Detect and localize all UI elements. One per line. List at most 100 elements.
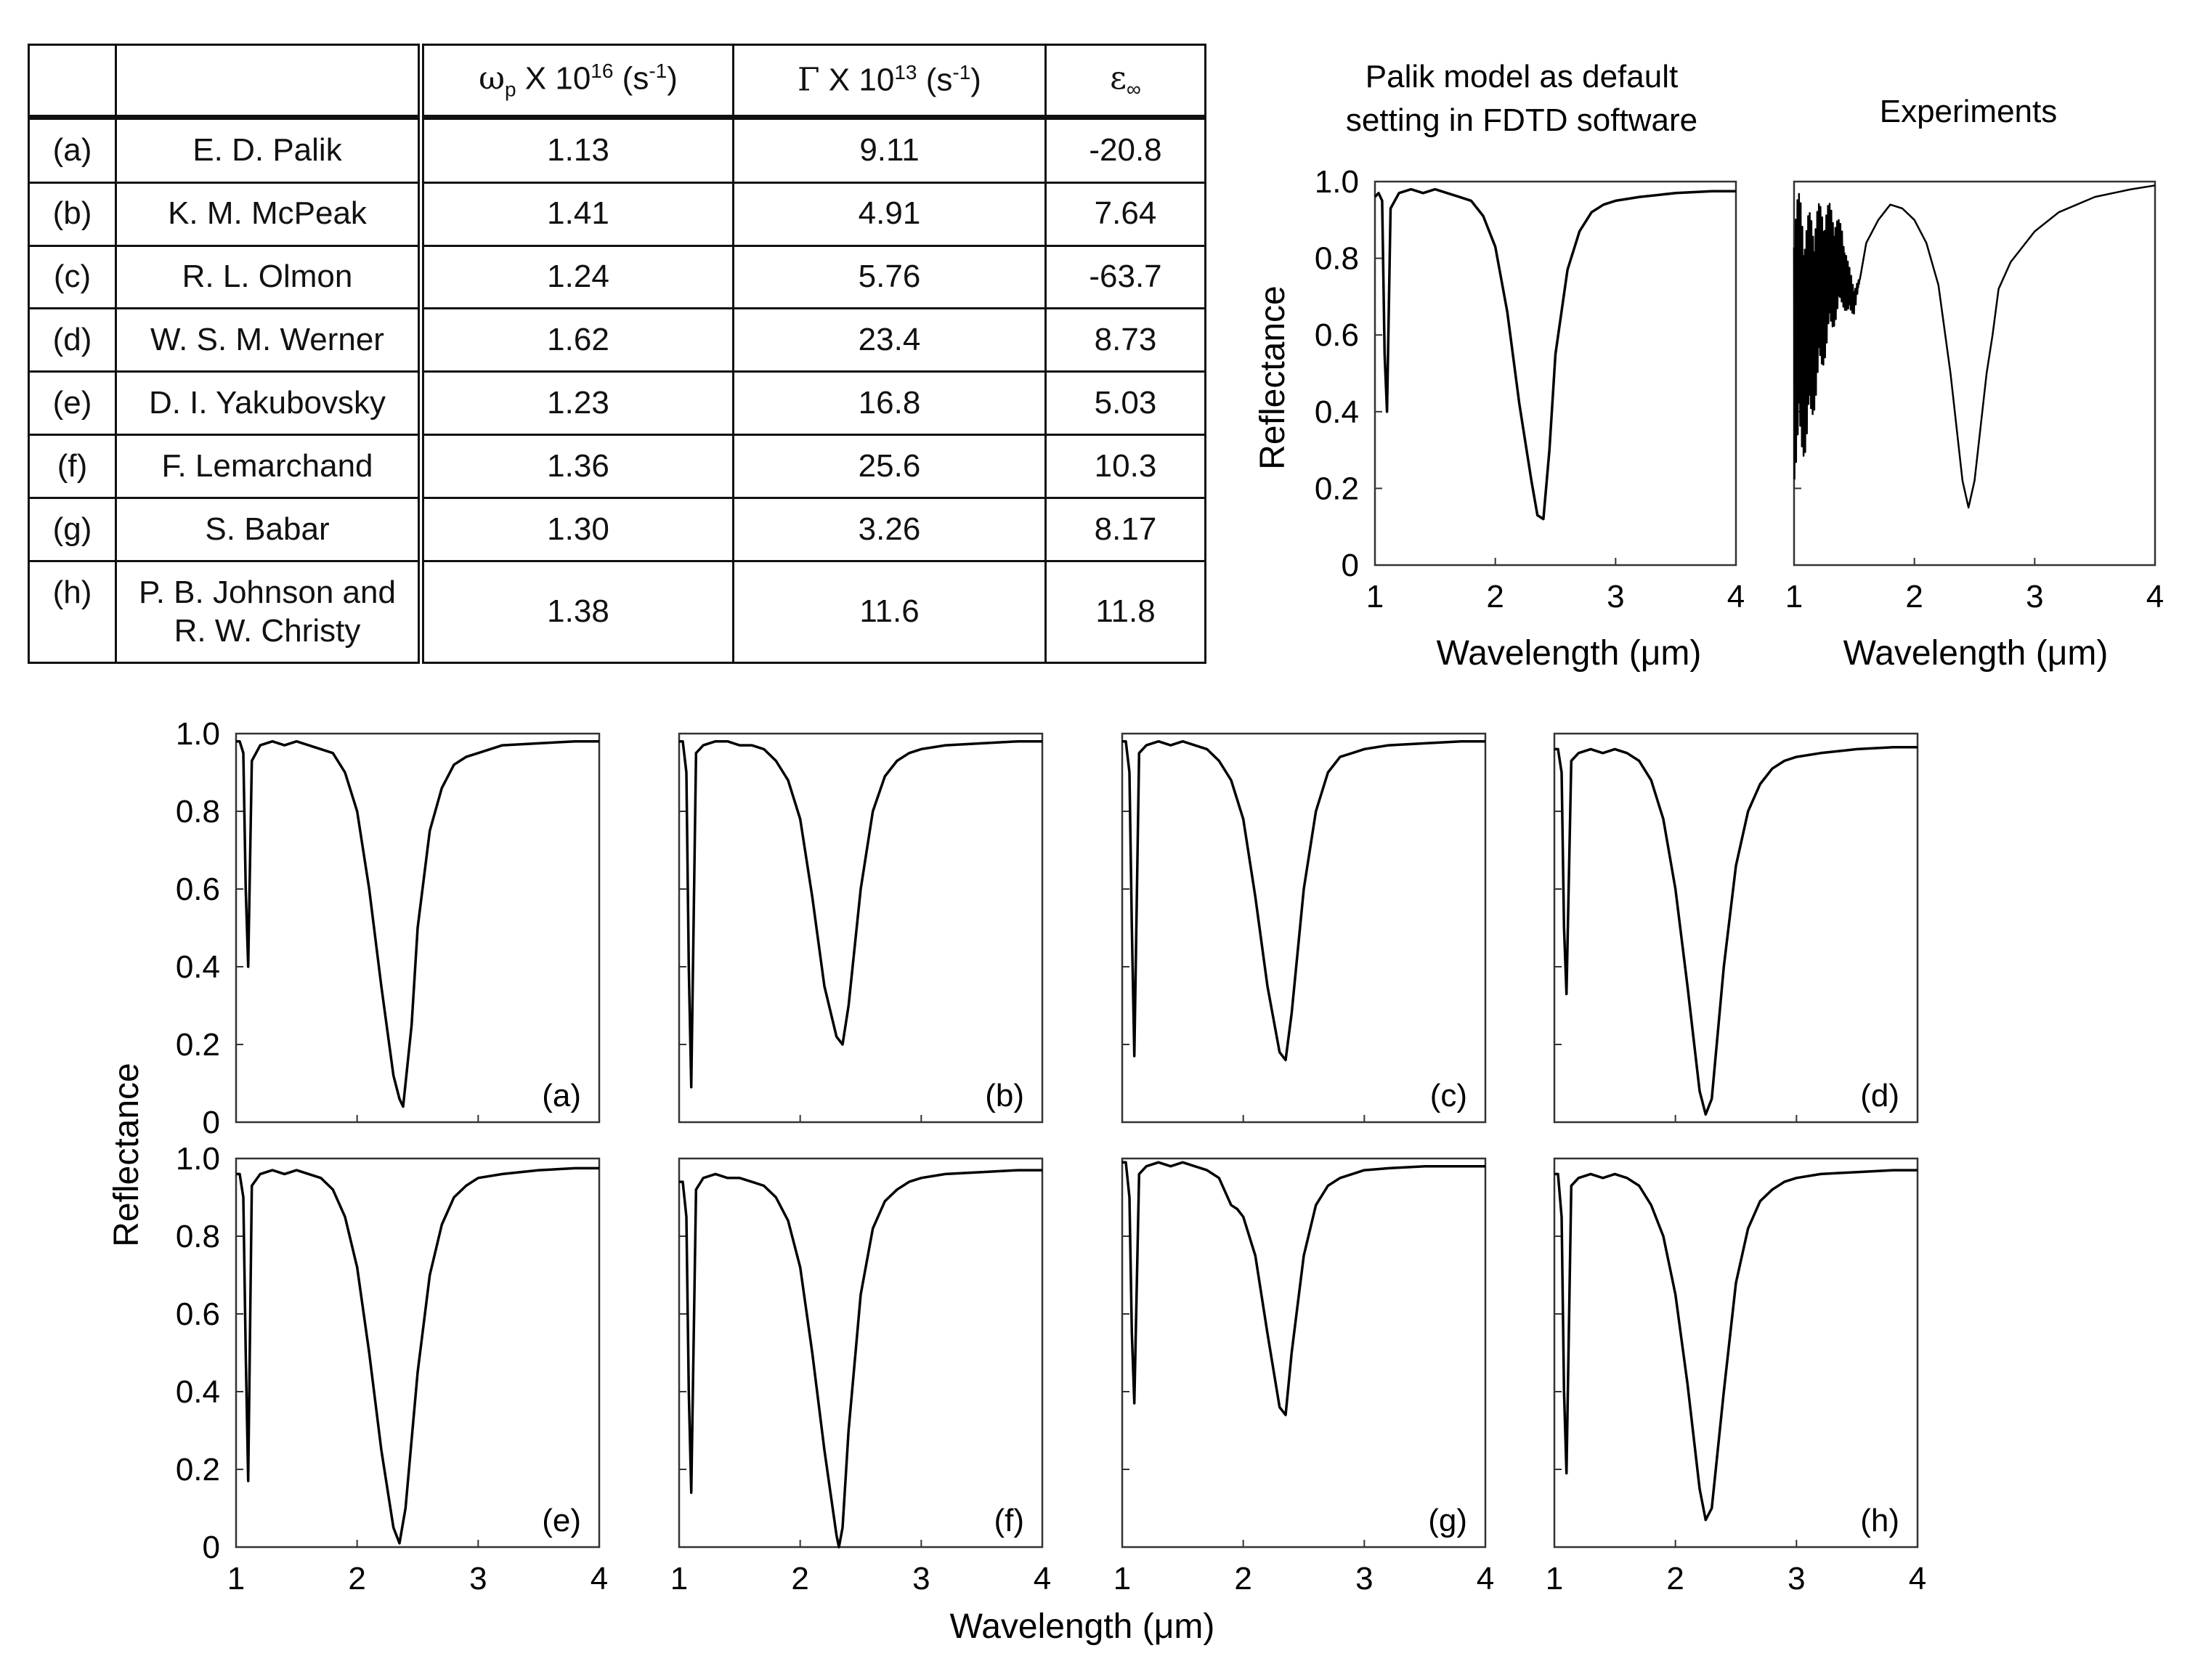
y-tick-label: 1.0 (176, 716, 220, 752)
panel-a-plot: 0 0.2 0.4 0.6 0.8 1.0 (a) (176, 716, 601, 1140)
y-tick-label: 0.6 (176, 1296, 220, 1332)
row-eps: 11.8 (1044, 560, 1206, 664)
plot-frame (1793, 180, 2156, 567)
row-gamma: 23.4 (732, 307, 1047, 373)
palik-ylabel: Reflectance (1254, 285, 1292, 469)
header-epsilon-infinity: ε∞ (1044, 44, 1206, 120)
header-plasma-frequency: ωp X 1016 (s-1) (420, 44, 734, 120)
y-tick-label: 0.8 (176, 794, 220, 829)
gamma-unit-close: ) (970, 62, 981, 98)
x-tick-label: 1 (670, 1561, 688, 1596)
row-eps: 10.3 (1044, 434, 1206, 500)
reflectance-series-line (679, 1169, 1042, 1549)
plot-frame (1121, 732, 1487, 1124)
gamma-exponent: 13 (894, 61, 917, 84)
row-gamma: 3.26 (732, 497, 1047, 562)
row-wp: 1.62 (420, 307, 734, 373)
y-tick-label: 0.6 (176, 872, 220, 907)
header-label-cell (28, 44, 117, 120)
y-tick-label: 0 (1342, 548, 1359, 583)
table-row: (a) E. D. Palik 1.13 9.11 -20.8 (28, 115, 1206, 184)
table-row: (h) P. B. Johnson and R. W. Christy 1.38 … (28, 560, 1206, 664)
panel-label: (a) (542, 1078, 581, 1113)
y-tick-label: 0 (203, 1530, 220, 1565)
gamma-unit-exponent: -1 (952, 61, 971, 84)
panel-c-plot: (c) (1121, 732, 1487, 1124)
row-source: F. Lemarchand (115, 434, 424, 500)
x-tick-label: 2 (1905, 579, 1923, 614)
palik-title-line2: setting in FDTD software (1346, 102, 1697, 138)
x-tick-label: 3 (1355, 1561, 1373, 1596)
chart-experiments: Experiments Wavelength (μm) 1 2 3 4 (1785, 94, 2164, 673)
panel-h-plot: 1 2 3 4 (h) (1546, 1157, 1926, 1596)
row-source: W. S. M. Werner (115, 307, 424, 373)
table-row: (e) D. I. Yakubovsky 1.23 16.8 5.03 (28, 370, 1206, 437)
row-source: D. I. Yakubovsky (115, 370, 424, 437)
reflectance-series-line (1554, 1169, 1918, 1522)
x-tick-label: 4 (1909, 1561, 1926, 1596)
epsilon-symbol: ε (1110, 59, 1127, 97)
row-eps: 7.64 (1044, 181, 1206, 247)
table-row: (g) S. Babar 1.30 3.26 8.17 (28, 497, 1206, 562)
plot-frame (678, 1157, 1044, 1549)
row-label: (h) (28, 560, 117, 664)
y-tick-label: 0.8 (1315, 241, 1359, 277)
x-tick-label: 3 (912, 1561, 930, 1596)
row-source-line2: R. W. Christy (174, 612, 361, 649)
row-wp: 1.23 (420, 370, 734, 437)
gamma-scale: X 10 (819, 62, 895, 98)
row-wp: 1.36 (420, 434, 734, 500)
parameter-table: ωp X 1016 (s-1) Γ X 1013 (s-1) ε∞ (a) E.… (28, 44, 1206, 664)
reflectance-series-line (1122, 739, 1485, 1062)
x-tick-label: 3 (1788, 1561, 1805, 1596)
x-tick-label: 3 (469, 1561, 487, 1596)
reflectance-series-line (1374, 187, 1736, 521)
row-label: (d) (28, 307, 117, 373)
panel-label: (d) (1860, 1078, 1899, 1113)
row-label: (f) (28, 434, 117, 500)
panel-label: (b) (985, 1078, 1024, 1113)
x-tick-label: 1 (1546, 1561, 1563, 1596)
grid-ylabel: Reflectance (107, 1063, 146, 1246)
row-wp: 1.38 (420, 560, 734, 664)
x-tick-label: 2 (1234, 1561, 1251, 1596)
reflectance-series-line (236, 739, 599, 1108)
gamma-symbol: Γ (798, 61, 820, 99)
plot-frame (1121, 1157, 1487, 1549)
header-name-cell (115, 44, 424, 120)
x-tick-label: 2 (1486, 579, 1504, 614)
plot-frame (235, 1157, 601, 1549)
y-tick-label: 0.2 (176, 1452, 220, 1488)
palik-xlabel: Wavelength (μm) (1437, 634, 1702, 673)
experiments-plot: 1 2 3 4 (1785, 180, 2164, 614)
y-tick-label: 1.0 (1315, 164, 1359, 200)
row-eps: 8.17 (1044, 497, 1206, 562)
row-gamma: 25.6 (732, 434, 1047, 500)
row-eps: -20.8 (1044, 115, 1206, 184)
chart-palik-default: Palik model as default setting in FDTD s… (1254, 59, 1745, 673)
reflectance-series-line (1793, 184, 2156, 509)
row-wp: 1.30 (420, 497, 734, 562)
omega-exponent: 16 (591, 59, 614, 82)
table-header-row: ωp X 1016 (s-1) Γ X 1013 (s-1) ε∞ (28, 44, 1206, 120)
y-tick-label: 0.4 (176, 949, 220, 985)
y-tick-label: 0.2 (176, 1027, 220, 1063)
reflectance-series-line (236, 1166, 599, 1545)
omega-scale: X 10 (516, 60, 591, 97)
x-tick-label: 1 (1785, 579, 1803, 614)
x-tick-label: 1 (227, 1561, 245, 1596)
panel-grid: Reflectance Wavelength (μm) 0 0.2 0.4 0.6 0.… (107, 716, 1926, 1646)
palik-title-line1: Palik model as default (1366, 59, 1678, 94)
epsilon-subscript: ∞ (1126, 77, 1141, 100)
table-row: (c) R. L. Olmon 1.24 5.76 -63.7 (28, 244, 1206, 310)
y-tick-label: 0.4 (176, 1374, 220, 1410)
row-gamma: 5.76 (732, 244, 1047, 310)
x-tick-label: 4 (2146, 579, 2164, 614)
row-wp: 1.24 (420, 244, 734, 310)
x-tick-label: 2 (1666, 1561, 1684, 1596)
y-tick-label: 1.0 (176, 1141, 220, 1177)
row-label: (b) (28, 181, 117, 247)
row-gamma: 11.6 (732, 560, 1047, 664)
omega-subscript: p (504, 78, 516, 101)
